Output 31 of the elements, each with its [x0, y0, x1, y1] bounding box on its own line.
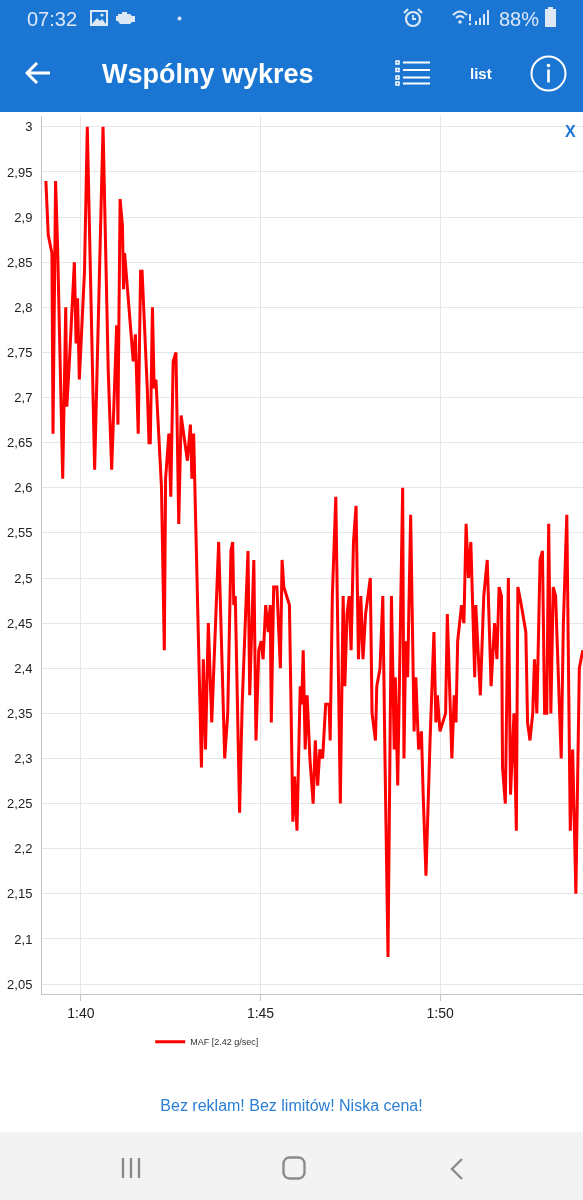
y-tick-label: 2,1 [14, 931, 33, 947]
y-tick-label: 2,95 [7, 164, 33, 180]
y-tick-label: 2,25 [7, 796, 33, 812]
y-tick-label: 2,05 [7, 976, 33, 992]
y-tick-label: 2,9 [14, 209, 33, 225]
y-tick-label: 2,4 [14, 660, 33, 676]
y-tick-label: 2,55 [7, 525, 33, 541]
y-tick-label: 2,35 [7, 705, 33, 721]
y-tick-label: 2,5 [14, 570, 33, 586]
y-tick-label: 2,3 [14, 751, 33, 767]
y-tick-label: 3 [25, 119, 33, 135]
x-tick-label: 1:45 [246, 1004, 275, 1021]
close-label: X [565, 123, 576, 141]
chart-title: Wspólny wykres [102, 58, 314, 91]
legend-label: MAF [2.42 g/sec] [190, 1037, 259, 1048]
y-tick-label: 2,2 [14, 841, 33, 857]
list-label: list [470, 64, 492, 84]
line-series [44, 125, 583, 959]
y-tick-label: 2,45 [7, 615, 33, 631]
y-tick-label: 2,6 [14, 480, 33, 496]
y-tick-label: 2,15 [7, 886, 33, 902]
promo-label: Bez reklam! Bez limitów! Niska cena! [159, 1096, 424, 1116]
x-tick-label: 1:40 [67, 1004, 95, 1021]
y-tick-label: 2,7 [14, 390, 33, 406]
y-tick-label: 2,75 [7, 344, 33, 360]
x-tick-label: 1:50 [426, 1004, 455, 1021]
clock-label: 07:32 [27, 7, 78, 32]
y-tick-label: 2,8 [14, 299, 33, 315]
y-tick-label: 2,65 [7, 435, 33, 451]
y-tick-label: 2,85 [7, 254, 33, 270]
battery-label: 88% [499, 7, 540, 32]
